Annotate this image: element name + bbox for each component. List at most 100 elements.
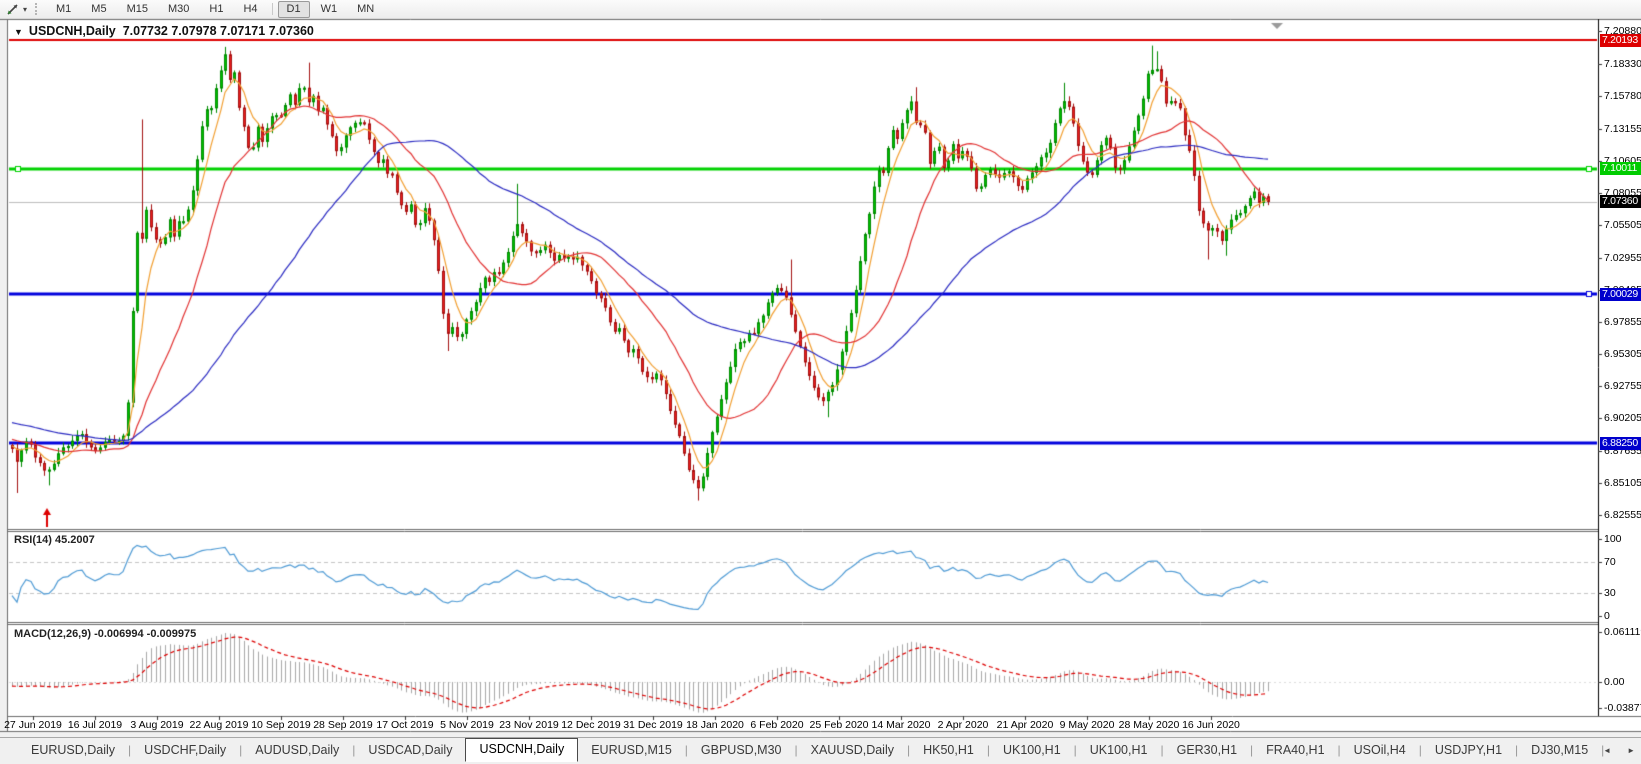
timeframe-button-m1[interactable]: M1	[56, 2, 72, 15]
price-tick-label: 7.18330	[1604, 57, 1641, 70]
tab-eurusd-m15[interactable]: EURUSD,M15	[591, 743, 672, 757]
timeframe-button-mn[interactable]: MN	[357, 2, 375, 15]
price-tick-label: 6.90205	[1604, 412, 1641, 425]
tab-separator: |	[1515, 743, 1519, 757]
tab-separator: |	[1337, 743, 1341, 757]
date-tick-label: 5 Nov 2019	[440, 719, 494, 731]
tab-ger30-h1[interactable]: GER30,H1	[1176, 743, 1238, 757]
price-tick-label: 6.97855	[1604, 315, 1641, 328]
date-tick-label: 22 Aug 2019	[189, 719, 249, 731]
date-tick-label: 25 Feb 2020	[809, 719, 869, 731]
date-tick-label: 3 Aug 2019	[130, 719, 184, 731]
macd-tick-label: -0.038777	[1604, 702, 1641, 714]
tab-usdchf-daily[interactable]: USDCHF,Daily	[144, 743, 227, 757]
tab-separator: |	[684, 743, 688, 757]
price-tick-label: 6.82555	[1604, 509, 1641, 521]
toolbar-grip[interactable]	[35, 3, 40, 15]
chart-tools-group: ▾	[0, 0, 33, 18]
tab-separator: |	[906, 743, 911, 757]
timeframe-button-h1[interactable]: H1	[209, 2, 224, 15]
date-tick-label: 9 May 2020	[1059, 719, 1115, 731]
date-tick-label: 16 Jul 2019	[67, 719, 123, 731]
tab-hk50-h1[interactable]: HK50,H1	[923, 743, 974, 757]
timeframe-button-w1[interactable]: W1	[320, 2, 338, 15]
support-line-1-badge: 7.00029	[1600, 287, 1641, 301]
tab-separator: |	[352, 743, 356, 757]
date-tick-label: 21 Apr 2020	[996, 719, 1054, 731]
rsi-tick-label: 70	[1604, 556, 1616, 569]
date-tick-label: 27 Jun 2019	[4, 719, 62, 731]
tab-separator: |	[986, 743, 990, 757]
price-tick-label: 7.05505	[1604, 219, 1641, 232]
price-tick-label: 6.95305	[1604, 348, 1641, 361]
chevron-down-icon[interactable]: ▾	[23, 4, 28, 14]
tab-scroll-left-icon[interactable]: ◄	[1603, 746, 1612, 755]
target-line-badge: 7.10011	[1600, 162, 1641, 175]
toolbar-separator	[271, 3, 273, 15]
date-tick-label: 23 Nov 2019	[499, 719, 559, 731]
timeframe-button-m5[interactable]: M5	[91, 2, 107, 15]
tab-separator: |	[794, 743, 798, 757]
tab-separator: |	[1250, 743, 1254, 757]
tab-separator: |	[1160, 743, 1164, 757]
resistance-line-badge: 7.20193	[1600, 33, 1641, 47]
rsi-tick-label: 30	[1604, 586, 1616, 599]
price-tick-label: 6.92755	[1604, 380, 1641, 393]
timeframe-button-h4[interactable]: H4	[243, 2, 258, 15]
support-line-2-badge: 6.88250	[1600, 436, 1641, 450]
tab-usoil-h4[interactable]: USOil,H4	[1353, 743, 1406, 757]
tab-separator: |	[1073, 743, 1077, 757]
rsi-tick-label: 0	[1604, 610, 1610, 622]
tab-eurusd-daily[interactable]: EURUSD,Daily	[31, 743, 116, 757]
tab-audusd-daily[interactable]: AUDUSD,Daily	[255, 743, 340, 757]
collapse-icon[interactable]: ▼	[14, 27, 23, 37]
timeframe-button-m30[interactable]: M30	[167, 2, 190, 15]
tab-separator: |	[239, 743, 243, 757]
macd-tick-label: 0.061119	[1604, 626, 1641, 638]
rsi-indicator-label: RSI(14) 45.2007	[14, 534, 95, 546]
symbol-tabs: EURUSD,Daily | USDCHF,Daily | AUDUSD,Daily | U…	[0, 738, 1641, 762]
macd-indicator-label: MACD(12,26,9) -0.006994 -0.009975	[14, 628, 197, 640]
chart-symbol-period: USDCNH,Daily	[28, 24, 116, 38]
date-tick-label: 31 Dec 2019	[623, 719, 683, 731]
date-tick-label: 2 Apr 2020	[937, 719, 989, 731]
tab-usdcnh-daily[interactable]: USDCNH,Daily	[465, 738, 579, 762]
tab-xauusd-daily[interactable]: XAUUSD,Daily	[810, 743, 894, 757]
timeframe-button-d1[interactable]: D1	[277, 0, 310, 18]
tab-scroll-nav: ◄ ►	[1603, 746, 1635, 755]
macd-tick-label: 0.00	[1604, 676, 1625, 688]
date-tick-label: 14 Mar 2020	[871, 719, 931, 731]
date-tick-label: 18 Jan 2020	[686, 719, 744, 731]
tab-scroll-right-icon[interactable]: ►	[1627, 746, 1635, 755]
rsi-tick-label: 100	[1604, 533, 1622, 545]
date-tick-label: 6 Feb 2020	[750, 719, 804, 731]
price-tick-label: 7.02955	[1604, 251, 1641, 264]
tab-gbpusd-m30[interactable]: GBPUSD,M30	[700, 743, 782, 757]
timeframe-buttons: M1 M5 M15 M30 H1 H4 D1 W1 MN	[46, 0, 384, 18]
date-tick-label: 12 Dec 2019	[561, 719, 621, 731]
date-tick-label: 28 May 2020	[1118, 719, 1180, 731]
timeframe-button-m15[interactable]: M15	[126, 2, 148, 15]
date-tick-label: 17 Oct 2019	[376, 719, 434, 731]
tab-separator: |	[1601, 743, 1605, 757]
tab-uk100-h1[interactable]: UK100,H1	[1002, 743, 1061, 757]
date-tick-label: 28 Sep 2019	[313, 719, 373, 731]
tab-usdjpy-h1[interactable]: USDJPY,H1	[1434, 743, 1503, 757]
price-tick-label: 7.15780	[1604, 89, 1641, 102]
date-tick-label: 16 Jun 2020	[1182, 719, 1240, 731]
tab-separator: |	[128, 743, 132, 757]
price-tick-label: 7.13155	[1604, 122, 1641, 135]
tab-fra40-h1[interactable]: FRA40,H1	[1266, 743, 1325, 757]
symbol-tab-bar: EURUSD,Daily | USDCHF,Daily | AUDUSD,Daily | U…	[0, 737, 1641, 764]
price-tick-label: 6.85105	[1604, 476, 1641, 489]
current-price-line-badge: 7.07360	[1600, 195, 1641, 209]
tab-uk100-h1[interactable]: UK100,H1	[1089, 743, 1148, 757]
tab-dj30-m15[interactable]: DJ30,M15	[1531, 743, 1589, 757]
tab-usdcad-daily[interactable]: USDCAD,Daily	[368, 743, 453, 757]
tab-separator: |	[1418, 743, 1422, 757]
chart-ohlc-values: 7.07732 7.07978 7.07171 7.07360	[122, 24, 314, 38]
date-tick-label: 10 Sep 2019	[251, 719, 311, 731]
crosshair-tool-icon[interactable]	[6, 3, 20, 16]
